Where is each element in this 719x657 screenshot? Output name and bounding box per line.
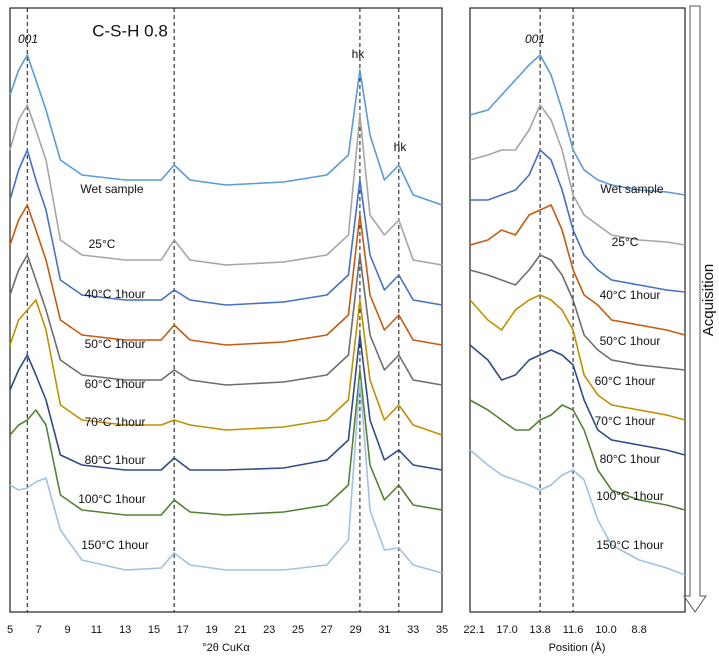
- x-tick-label: 29: [349, 624, 361, 636]
- series-line: [469, 449, 686, 576]
- x-tick-label: 8.8: [631, 624, 646, 636]
- chart-title: C-S-H 0.8: [92, 21, 168, 40]
- x-tick-label: 10.0: [595, 624, 616, 636]
- series-line: [9, 254, 443, 386]
- series-label: 70°C 1hour: [85, 415, 146, 429]
- series-line: [469, 254, 686, 371]
- series-label: Wet sample: [600, 182, 663, 196]
- x-tick-label: 11: [91, 624, 102, 636]
- series-line: [470, 149, 686, 293]
- series-label: 100°C 1hour: [596, 489, 664, 503]
- series-line: [469, 344, 686, 456]
- series-line: [469, 204, 686, 336]
- series-label: Wet sample: [80, 182, 143, 196]
- x-tick-label: 35: [436, 624, 448, 636]
- x-tick-label: 23: [263, 624, 275, 636]
- series-line: [9, 54, 443, 206]
- series-label: 80°C 1hour: [600, 452, 661, 466]
- x-tick-label: 17.0: [496, 624, 517, 636]
- series-line: [9, 379, 443, 574]
- series-line: [9, 104, 443, 266]
- series-line: [469, 54, 686, 196]
- series-label: 60°C 1hour: [595, 374, 656, 388]
- series-label: 25°C: [89, 237, 116, 251]
- series-label: 150°C 1hour: [81, 538, 149, 552]
- x-tick-label: 7: [36, 624, 42, 636]
- annotation: 001: [525, 32, 545, 46]
- series-line: [469, 104, 686, 246]
- x-tick-label: 5: [7, 624, 13, 636]
- x-tick-label: 19: [205, 624, 217, 636]
- annotation: hk: [352, 47, 366, 61]
- series-line: [9, 299, 443, 436]
- x-tick-label: 22.1: [463, 624, 484, 636]
- x-axis-title: Position (Å): [549, 641, 606, 654]
- series-label: 50°C 1hour: [600, 334, 661, 348]
- series-label: 40°C 1hour: [600, 288, 661, 302]
- series-line: [9, 149, 443, 306]
- x-tick-label: 27: [321, 624, 333, 636]
- x-tick-label: 17: [177, 624, 189, 636]
- series-label: 40°C 1hour: [85, 287, 146, 301]
- series-label: 80°C 1hour: [85, 453, 146, 467]
- x-tick-label: 25: [292, 624, 304, 636]
- x-tick-label: 21: [234, 624, 246, 636]
- right-panel-frame: [469, 7, 686, 613]
- x-tick-label: 9: [65, 624, 71, 636]
- series-label: 100°C 1hour: [78, 492, 146, 506]
- x-tick-label: 13: [119, 624, 131, 636]
- series-label: 25°C: [612, 235, 639, 249]
- x-tick-label: 13.8: [529, 624, 550, 636]
- series-label: 150°C 1hour: [596, 538, 664, 552]
- series-line: [469, 399, 686, 511]
- series-line: [9, 204, 443, 346]
- series-label: 50°C 1hour: [85, 337, 146, 351]
- left-panel-frame: [9, 7, 443, 613]
- x-tick-label: 11.6: [563, 624, 584, 636]
- annotation: 001: [18, 32, 38, 46]
- series-line: [9, 369, 443, 516]
- x-tick-label: 33: [407, 624, 419, 636]
- acquisition-arrow: [683, 5, 707, 613]
- series-label: 60°C 1hour: [85, 377, 146, 391]
- arrow-label: Acquisition: [700, 264, 717, 337]
- series-line: [469, 294, 686, 421]
- x-tick-label: 15: [148, 624, 160, 636]
- series-line: [9, 334, 443, 471]
- annotation: hk: [394, 140, 408, 154]
- series-label: 70°C 1hour: [595, 414, 656, 428]
- x-axis-title: °2θ CuKα: [202, 642, 250, 654]
- x-tick-label: 31: [378, 624, 390, 636]
